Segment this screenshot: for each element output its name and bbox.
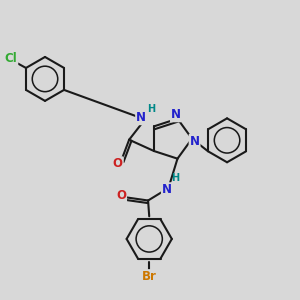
Text: Cl: Cl (4, 52, 17, 65)
Text: N: N (171, 108, 181, 121)
Text: H: H (147, 103, 155, 114)
Text: H: H (172, 173, 180, 183)
Text: N: N (136, 111, 146, 124)
Text: O: O (113, 157, 123, 170)
Text: N: N (190, 135, 200, 148)
Text: Br: Br (142, 270, 157, 283)
Text: O: O (116, 189, 126, 202)
Text: N: N (162, 183, 172, 196)
